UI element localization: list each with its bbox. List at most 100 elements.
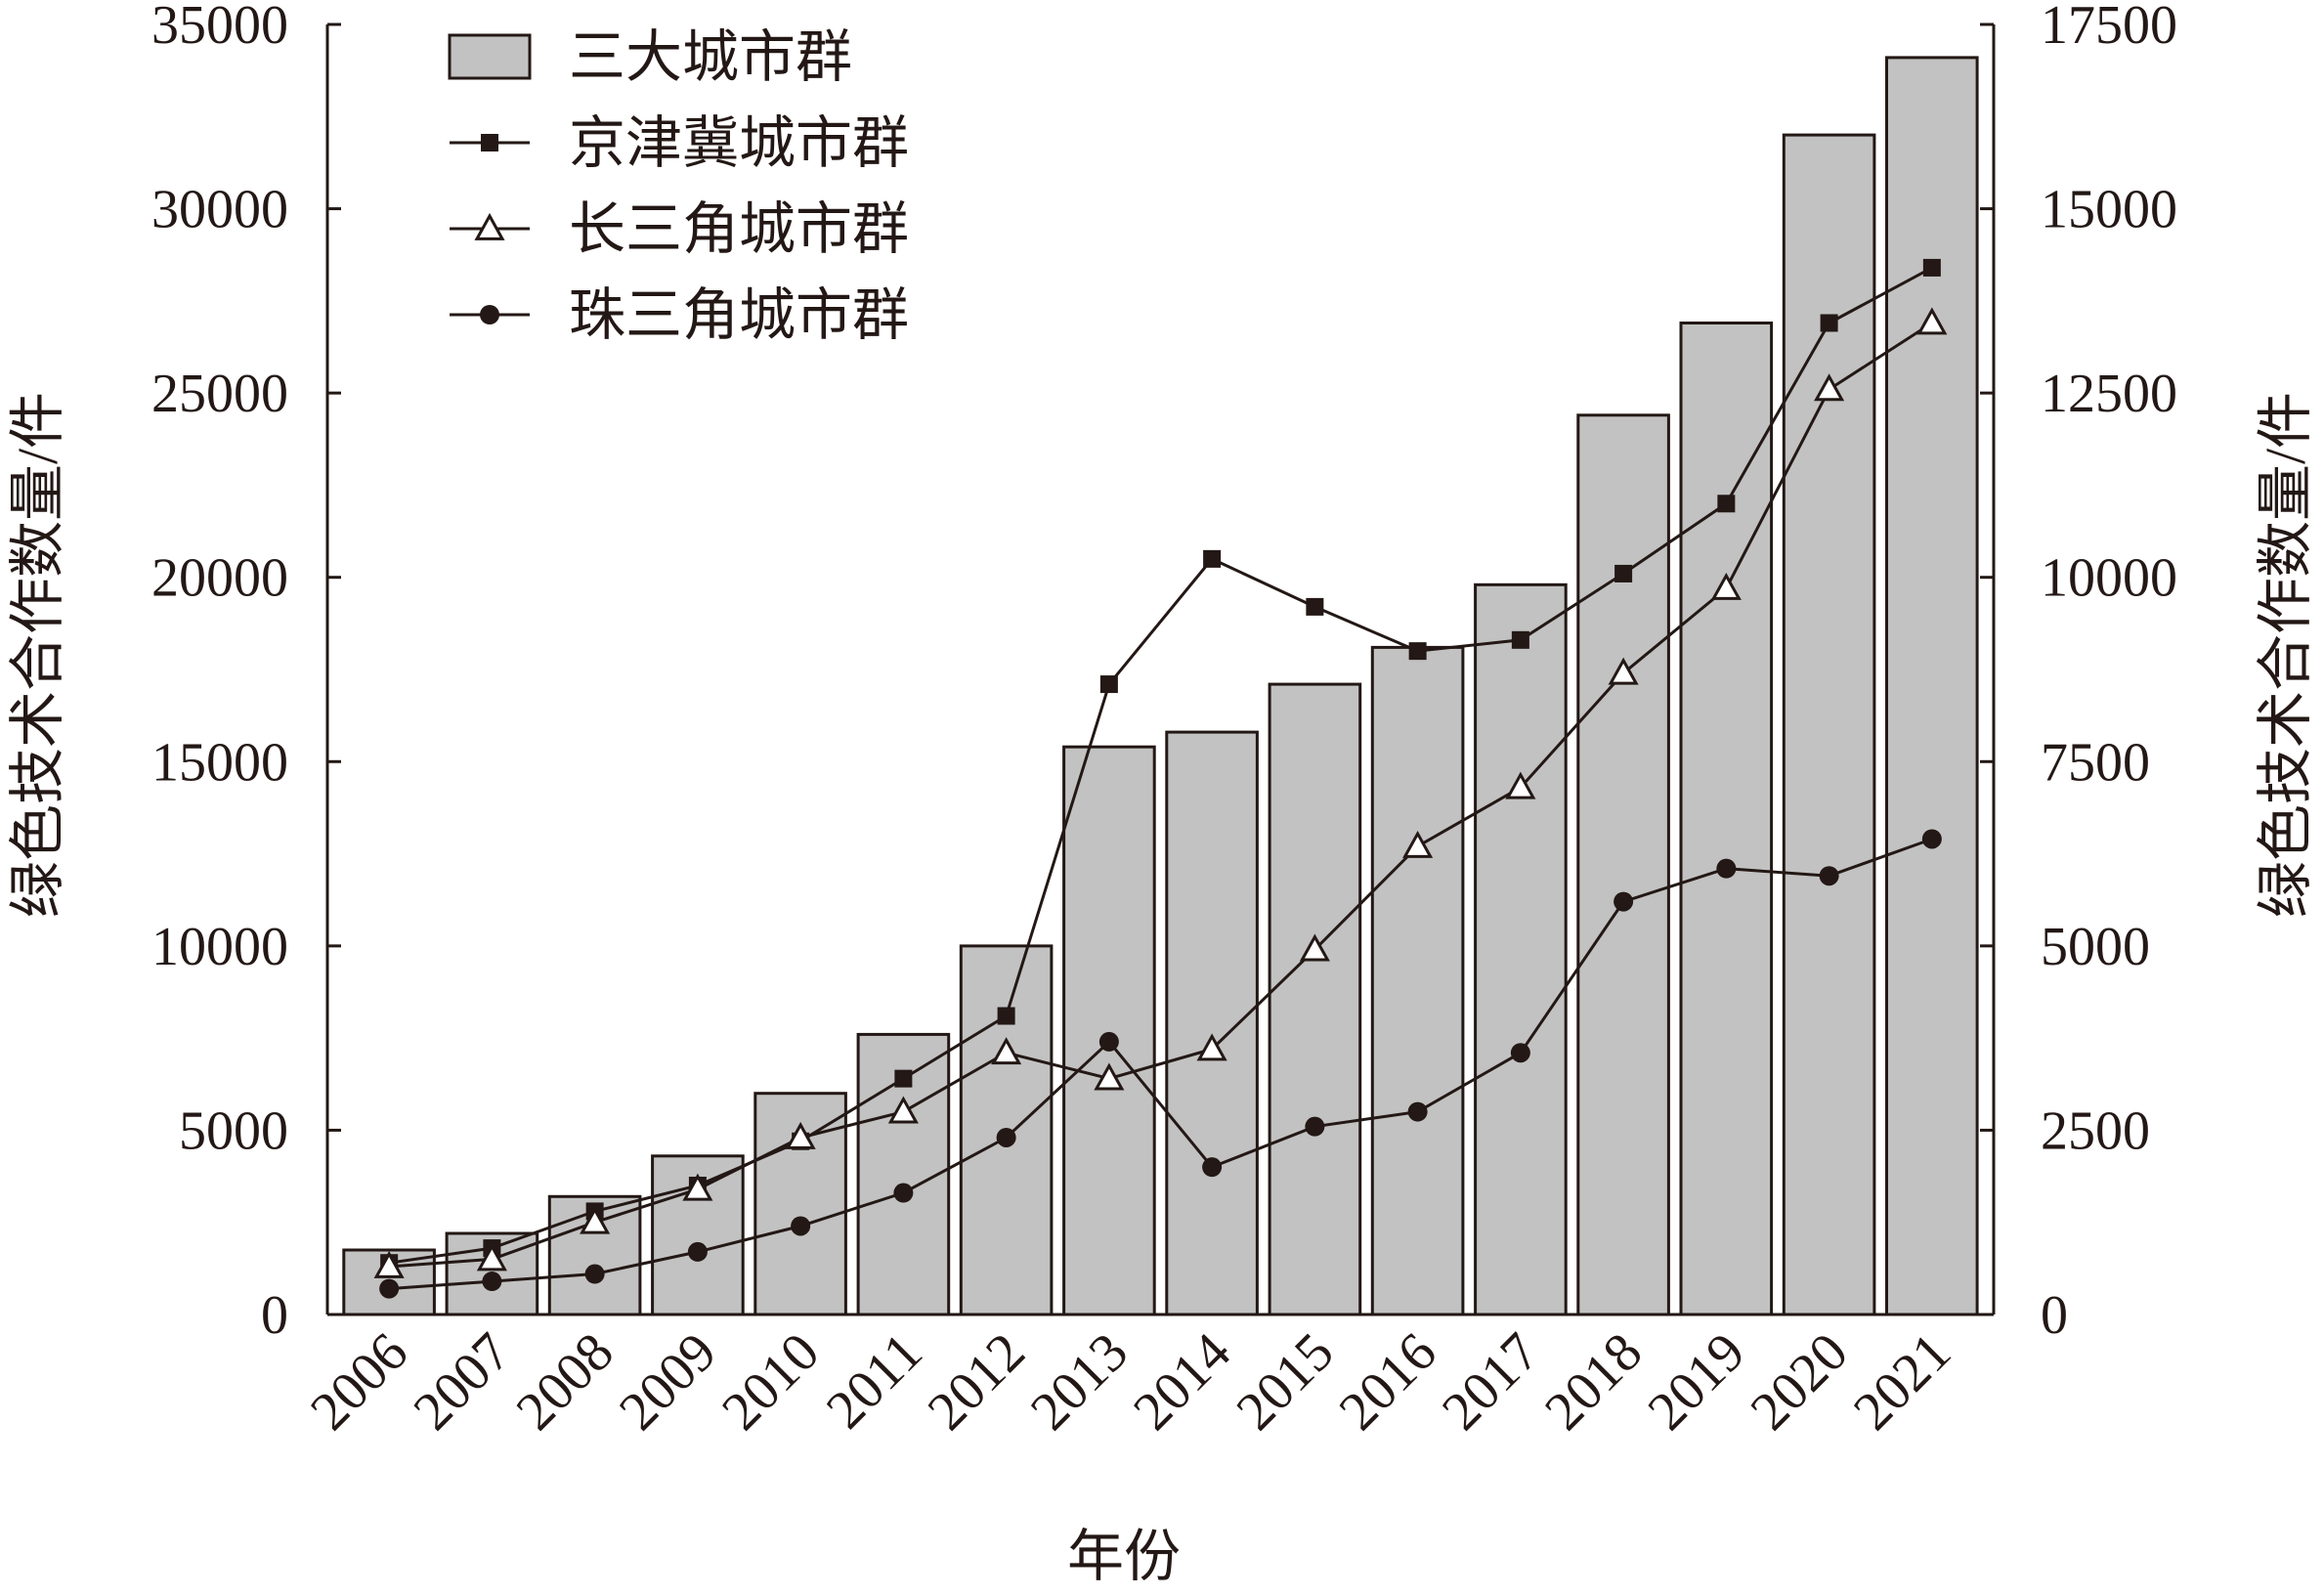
- series-3-point-2013: [1098, 1031, 1119, 1052]
- x-tick-label-2016: 2016: [1328, 1321, 1448, 1442]
- series-3-point-2015: [1305, 1116, 1325, 1137]
- left-tick-label: 25000: [151, 364, 288, 424]
- bar-2020: [1782, 133, 1876, 1316]
- legend-item-3: 长三角城市群: [450, 197, 909, 261]
- series-3-point-2011: [893, 1183, 914, 1203]
- x-tick-label-2011: 2011: [815, 1321, 934, 1441]
- series-3-point-2010: [791, 1216, 811, 1236]
- legend-swatch-marker: [474, 212, 505, 240]
- series-1-point-2017: [1511, 630, 1529, 649]
- right-tick-label: 10000: [2041, 548, 2177, 609]
- series-2-point-2017: [1505, 771, 1536, 799]
- series-2-point-2016: [1402, 830, 1434, 858]
- series-1-point-2015: [1306, 597, 1324, 616]
- series-1-point-2019: [1717, 495, 1736, 513]
- series-3-point-2018: [1614, 891, 1634, 912]
- series-2-point-2009: [682, 1173, 713, 1201]
- series-3-point-2017: [1510, 1043, 1530, 1063]
- series-1-point-2018: [1614, 564, 1633, 582]
- series-line-1: [388, 266, 1933, 1265]
- x-tick-label-2008: 2008: [505, 1321, 625, 1442]
- right-tick-label: 5000: [2041, 917, 2150, 977]
- left-tick-label: 10000: [151, 917, 288, 977]
- legend-swatch-marker: [480, 305, 499, 324]
- left-tick-label: 30000: [151, 180, 288, 240]
- left-tick-label: 20000: [151, 548, 288, 609]
- series-line-3: [388, 838, 1933, 1291]
- bar-2019: [1679, 322, 1774, 1316]
- lines-layer: [373, 258, 1948, 1299]
- series-2-point-2018: [1608, 657, 1639, 685]
- bar-2013: [1062, 745, 1156, 1316]
- x-tick-label-2006: 2006: [299, 1321, 419, 1442]
- legend-label: 京津冀城市群: [569, 111, 909, 175]
- x-tick-label-2017: 2017: [1431, 1321, 1551, 1442]
- series-2-point-2020: [1814, 373, 1845, 402]
- series-2-point-2010: [785, 1121, 816, 1149]
- series-line-2: [388, 322, 1933, 1269]
- series-2-point-2012: [991, 1037, 1022, 1065]
- bar-2017: [1474, 582, 1568, 1316]
- x-tick-label-2015: 2015: [1226, 1321, 1346, 1442]
- series-1-point-2020: [1820, 314, 1838, 332]
- series-2-point-2006: [373, 1250, 405, 1278]
- x-tick-label-2018: 2018: [1533, 1321, 1654, 1442]
- right-y-axis-title: 绿色技术合作数量/件: [2254, 392, 2317, 918]
- series-3-point-2006: [379, 1278, 400, 1299]
- legend-label: 长三角城市群: [569, 197, 909, 261]
- x-tick-label-2010: 2010: [710, 1321, 831, 1442]
- legend-label: 三大城市群: [569, 25, 852, 89]
- right-tick-label: 2500: [2041, 1100, 2150, 1161]
- series-3-point-2014: [1202, 1157, 1223, 1178]
- series-3-point-2019: [1716, 858, 1737, 879]
- series-2-point-2007: [476, 1243, 507, 1272]
- right-tick-label: 15000: [2041, 180, 2177, 240]
- series-2-point-2015: [1299, 933, 1330, 962]
- legend-swatch-bar: [448, 33, 532, 80]
- axes-layer: [325, 24, 1996, 1316]
- right-tick-label: 0: [2041, 1285, 2068, 1346]
- bar-2009: [651, 1154, 745, 1316]
- series-3-point-2007: [482, 1272, 502, 1292]
- bar-2016: [1370, 645, 1465, 1316]
- series-2-point-2014: [1196, 1033, 1227, 1061]
- legend-item-2: 京津冀城市群: [450, 111, 909, 175]
- left-tick-label: 35000: [151, 0, 288, 56]
- series-1-point-2011: [894, 1069, 913, 1088]
- series-3-point-2009: [687, 1241, 708, 1262]
- series-2-point-2013: [1094, 1062, 1125, 1091]
- x-tick-label-2020: 2020: [1740, 1321, 1860, 1442]
- series-2-point-2008: [580, 1206, 611, 1234]
- left-y-axis-title: 绿色技术合作数量/件: [6, 392, 69, 918]
- x-axis-title: 年份: [1067, 1525, 1181, 1588]
- legend-item-1: 三大城市群: [448, 25, 852, 89]
- right-tick-label: 17500: [2041, 0, 2177, 56]
- bar-2021: [1885, 56, 1979, 1316]
- bar-2015: [1268, 682, 1362, 1316]
- x-tick-label-2013: 2013: [1019, 1321, 1140, 1442]
- series-1-point-2014: [1203, 549, 1222, 568]
- series-1-point-2012: [997, 1007, 1015, 1025]
- left-tick-label: 0: [261, 1285, 288, 1346]
- right-tick-label: 7500: [2041, 732, 2150, 793]
- x-tick-label-2014: 2014: [1122, 1321, 1242, 1442]
- legend-label: 珠三角城市群: [569, 283, 909, 347]
- bar-2018: [1576, 413, 1670, 1316]
- left-tick-label: 5000: [179, 1100, 288, 1161]
- series-2-point-2021: [1916, 307, 1948, 335]
- legend-swatch-marker: [481, 134, 498, 151]
- series-2-point-2011: [887, 1096, 919, 1124]
- x-tick-label-2019: 2019: [1637, 1321, 1757, 1442]
- series-1-point-2016: [1408, 642, 1427, 661]
- right-tick-label: 12500: [2041, 364, 2177, 424]
- series-1-point-2013: [1099, 675, 1118, 694]
- x-tick-label-2007: 2007: [403, 1321, 523, 1442]
- left-tick-label: 15000: [151, 732, 288, 793]
- series-3-point-2016: [1407, 1101, 1428, 1122]
- series-3-point-2020: [1819, 866, 1839, 886]
- legend-item-4: 珠三角城市群: [450, 283, 909, 347]
- series-3-point-2021: [1921, 829, 1942, 849]
- bar-2014: [1165, 730, 1259, 1316]
